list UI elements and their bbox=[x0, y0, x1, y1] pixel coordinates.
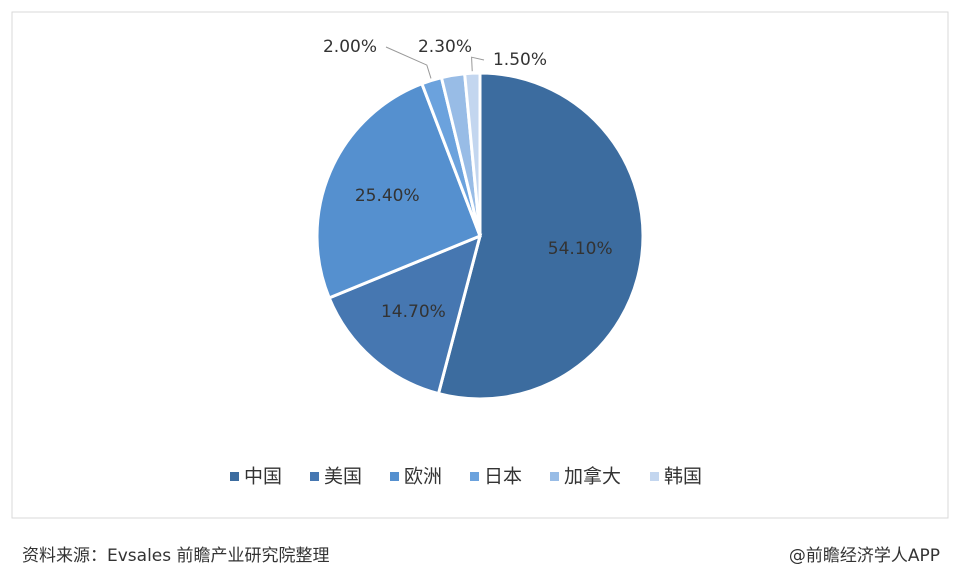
pie-slice bbox=[463, 71, 482, 237]
legend-swatch bbox=[470, 472, 479, 481]
legend-swatch bbox=[310, 472, 319, 481]
legend-label: 美国 bbox=[324, 466, 362, 488]
data-label: 2.30% bbox=[418, 37, 472, 57]
credit: @前瞻经济学人APP bbox=[789, 546, 940, 566]
legend-swatch bbox=[650, 472, 659, 481]
legend-label: 日本 bbox=[484, 466, 522, 488]
legend-swatch bbox=[550, 472, 559, 481]
pie-slice bbox=[327, 233, 483, 396]
source: 资料来源：Evsales 前瞻产业研究院整理 bbox=[22, 546, 330, 566]
data-label: 14.70% bbox=[381, 302, 446, 322]
data-label: 54.10% bbox=[548, 239, 613, 259]
legend-label: 中国 bbox=[244, 466, 282, 488]
leader-line bbox=[471, 56, 485, 72]
legend-label: 加拿大 bbox=[564, 465, 621, 488]
data-label: 2.00% bbox=[323, 37, 377, 57]
pie-slice bbox=[436, 71, 645, 401]
data-label: 25.40% bbox=[355, 186, 420, 206]
legend-label: 欧洲 bbox=[404, 466, 442, 488]
pie-slice bbox=[315, 81, 482, 300]
legend-swatch bbox=[390, 472, 399, 481]
legend-label: 韩国 bbox=[664, 466, 702, 488]
data-label: 1.50% bbox=[493, 50, 547, 70]
legend-swatch bbox=[230, 472, 239, 481]
leader-line bbox=[385, 46, 432, 79]
